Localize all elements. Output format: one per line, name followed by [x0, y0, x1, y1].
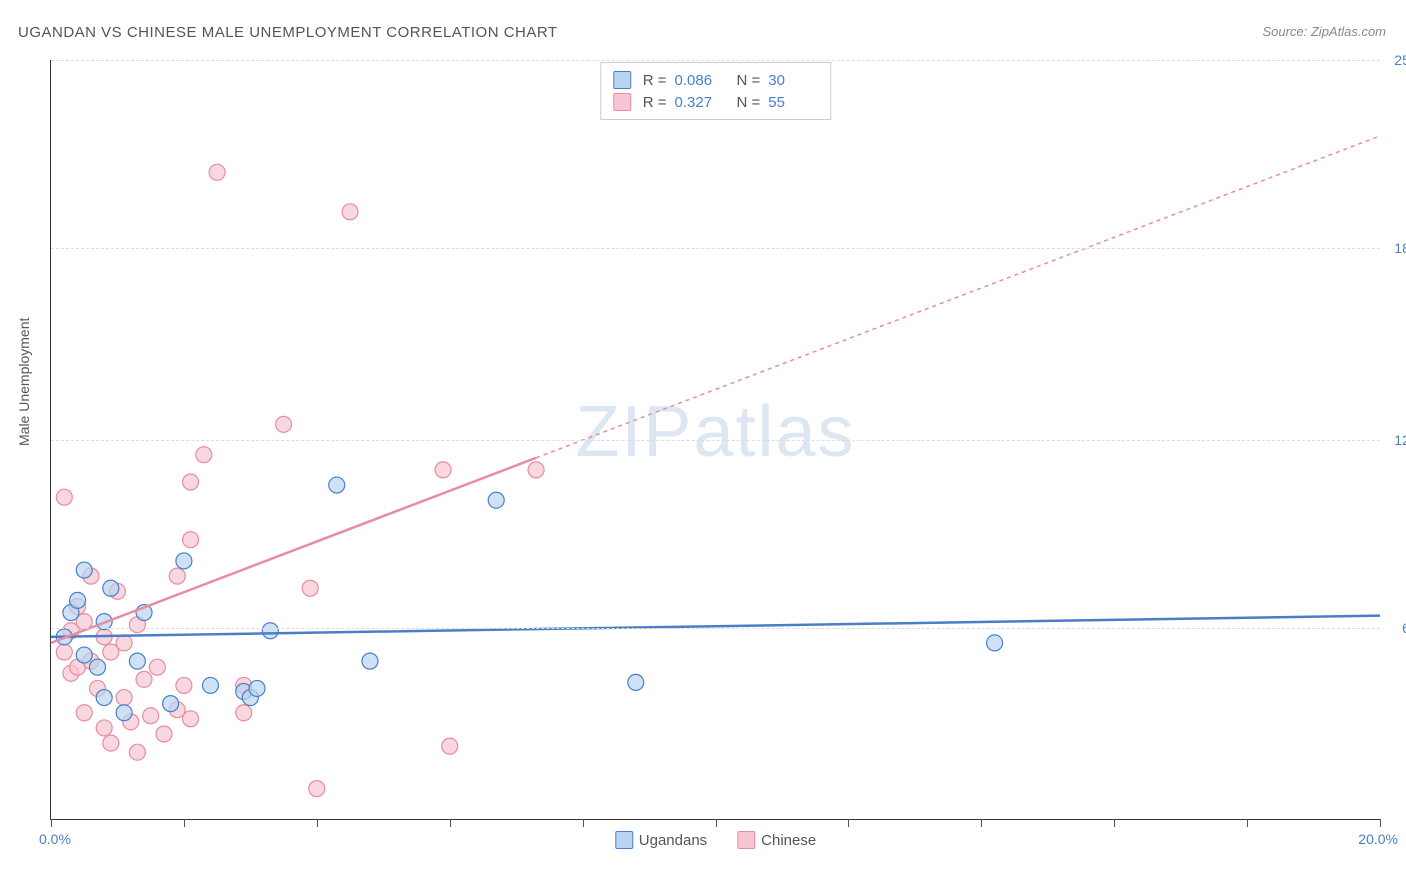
data-point	[276, 416, 292, 432]
data-point	[202, 677, 218, 693]
y-tick-label: 25.0%	[1386, 52, 1406, 68]
chart-title: UGANDAN VS CHINESE MALE UNEMPLOYMENT COR…	[18, 24, 558, 41]
x-tick	[583, 819, 584, 827]
data-point	[129, 744, 145, 760]
data-point	[987, 635, 1003, 651]
data-point	[56, 489, 72, 505]
data-point	[329, 477, 345, 493]
data-point	[442, 738, 458, 754]
y-axis-label: Male Unemployment	[16, 318, 32, 446]
x-tick	[51, 819, 52, 827]
data-point	[96, 690, 112, 706]
x-tick	[317, 819, 318, 827]
x-tick	[1247, 819, 1248, 827]
data-point	[249, 680, 265, 696]
legend-label: Chinese	[761, 832, 816, 849]
data-point	[76, 562, 92, 578]
data-point	[116, 705, 132, 721]
legend-label: Ugandans	[639, 832, 707, 849]
data-point	[90, 659, 106, 675]
data-point	[103, 580, 119, 596]
swatch-chinese	[737, 831, 755, 849]
data-point	[176, 553, 192, 569]
data-point	[302, 580, 318, 596]
legend-item-chinese: Chinese	[737, 831, 816, 849]
data-point	[163, 696, 179, 712]
gridline	[51, 628, 1380, 629]
data-point	[528, 462, 544, 478]
x-tick	[1380, 819, 1381, 827]
x-tick	[848, 819, 849, 827]
data-point	[262, 623, 278, 639]
trend-line-extrapolated	[536, 136, 1380, 458]
data-point	[183, 474, 199, 490]
data-point	[362, 653, 378, 669]
gridline	[51, 440, 1380, 441]
data-point	[183, 532, 199, 548]
x-tick	[450, 819, 451, 827]
trend-line	[51, 458, 536, 643]
data-point	[309, 781, 325, 797]
data-point	[116, 635, 132, 651]
y-tick-label: 18.8%	[1386, 240, 1406, 256]
data-point	[149, 659, 165, 675]
y-tick-label: 12.5%	[1386, 432, 1406, 448]
data-point	[70, 592, 86, 608]
bottom-legend: Ugandans Chinese	[615, 831, 816, 849]
x-tick	[184, 819, 185, 827]
x-axis-start-label: 0.0%	[39, 831, 71, 847]
data-point	[136, 671, 152, 687]
data-point	[96, 720, 112, 736]
data-point	[156, 726, 172, 742]
plot-area: ZIPatlas R = 0.086 N = 30 R = 0.327 N = …	[50, 60, 1380, 820]
data-point	[129, 653, 145, 669]
data-point	[143, 708, 159, 724]
x-axis-end-label: 20.0%	[1358, 831, 1398, 847]
data-point	[488, 492, 504, 508]
data-point	[103, 735, 119, 751]
data-point	[196, 447, 212, 463]
swatch-ugandans	[615, 831, 633, 849]
x-tick	[716, 819, 717, 827]
data-point	[76, 705, 92, 721]
data-point	[628, 674, 644, 690]
data-point	[169, 568, 185, 584]
data-point	[116, 690, 132, 706]
data-point	[209, 164, 225, 180]
data-point	[435, 462, 451, 478]
data-point	[56, 644, 72, 660]
trend-line	[51, 616, 1380, 637]
gridline	[51, 60, 1380, 61]
x-tick	[1114, 819, 1115, 827]
data-point	[176, 677, 192, 693]
gridline	[51, 248, 1380, 249]
legend-item-ugandans: Ugandans	[615, 831, 707, 849]
x-tick	[981, 819, 982, 827]
data-point	[76, 647, 92, 663]
data-point	[236, 705, 252, 721]
y-tick-label: 6.3%	[1386, 620, 1406, 636]
data-point	[183, 711, 199, 727]
source-citation: Source: ZipAtlas.com	[1262, 24, 1386, 39]
data-point	[342, 204, 358, 220]
